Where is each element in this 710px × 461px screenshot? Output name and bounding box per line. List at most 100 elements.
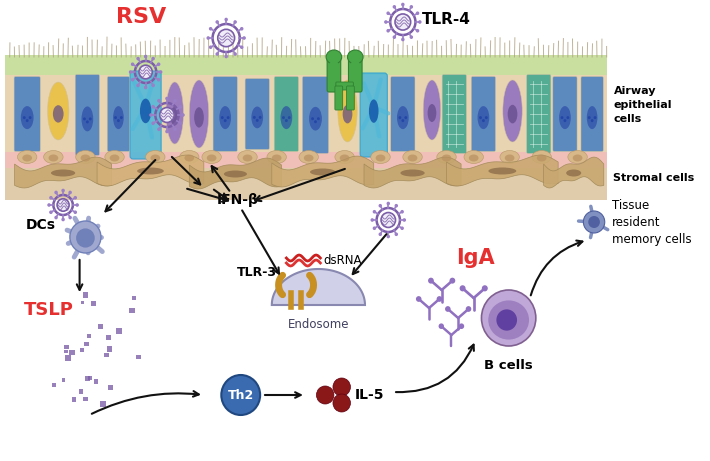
- Ellipse shape: [202, 150, 222, 164]
- Text: dsRNA: dsRNA: [323, 254, 361, 266]
- Circle shape: [384, 20, 388, 24]
- Ellipse shape: [48, 82, 69, 140]
- Circle shape: [240, 46, 244, 49]
- Circle shape: [485, 116, 488, 119]
- FancyBboxPatch shape: [107, 77, 130, 152]
- Circle shape: [439, 324, 444, 329]
- FancyBboxPatch shape: [14, 77, 40, 152]
- Polygon shape: [97, 155, 204, 186]
- Ellipse shape: [51, 170, 75, 177]
- Circle shape: [395, 14, 410, 30]
- Ellipse shape: [310, 169, 336, 176]
- Ellipse shape: [224, 171, 247, 177]
- Circle shape: [371, 218, 374, 222]
- Ellipse shape: [586, 106, 598, 129]
- Circle shape: [381, 213, 395, 227]
- Ellipse shape: [267, 150, 286, 164]
- Ellipse shape: [340, 154, 349, 161]
- Circle shape: [567, 116, 569, 119]
- FancyBboxPatch shape: [62, 378, 65, 382]
- Circle shape: [400, 210, 404, 213]
- Circle shape: [401, 119, 404, 122]
- Circle shape: [209, 27, 212, 30]
- Ellipse shape: [397, 106, 409, 129]
- Polygon shape: [15, 157, 111, 188]
- Circle shape: [139, 65, 152, 79]
- Circle shape: [393, 35, 396, 39]
- Circle shape: [401, 3, 405, 6]
- Circle shape: [285, 119, 288, 122]
- Polygon shape: [272, 156, 373, 187]
- Circle shape: [131, 78, 134, 82]
- Ellipse shape: [427, 104, 437, 122]
- Ellipse shape: [194, 107, 204, 128]
- Circle shape: [215, 20, 219, 24]
- Circle shape: [393, 5, 396, 9]
- Ellipse shape: [304, 154, 314, 161]
- Ellipse shape: [400, 170, 425, 177]
- Circle shape: [157, 62, 160, 66]
- Ellipse shape: [335, 150, 354, 164]
- Ellipse shape: [185, 154, 194, 161]
- FancyBboxPatch shape: [100, 402, 106, 407]
- Circle shape: [240, 27, 244, 30]
- Circle shape: [386, 12, 390, 15]
- Ellipse shape: [408, 154, 417, 161]
- Text: Stromal cells: Stromal cells: [613, 173, 695, 183]
- Circle shape: [416, 12, 420, 15]
- Ellipse shape: [532, 150, 552, 164]
- Ellipse shape: [299, 150, 318, 164]
- Circle shape: [386, 202, 390, 205]
- Circle shape: [224, 55, 228, 58]
- Circle shape: [459, 285, 466, 291]
- Circle shape: [400, 226, 404, 230]
- Ellipse shape: [505, 154, 515, 161]
- Circle shape: [129, 70, 132, 74]
- FancyBboxPatch shape: [108, 385, 113, 390]
- Ellipse shape: [280, 106, 293, 129]
- Ellipse shape: [351, 61, 360, 69]
- FancyBboxPatch shape: [94, 379, 98, 384]
- Circle shape: [466, 306, 471, 312]
- Ellipse shape: [80, 154, 90, 161]
- Text: Tissue
resident
memory cells: Tissue resident memory cells: [611, 199, 691, 246]
- Circle shape: [157, 128, 160, 131]
- Ellipse shape: [537, 154, 547, 161]
- Ellipse shape: [503, 80, 523, 142]
- Circle shape: [564, 119, 567, 122]
- Ellipse shape: [437, 150, 457, 164]
- Circle shape: [588, 116, 591, 119]
- Ellipse shape: [251, 106, 263, 128]
- Circle shape: [479, 116, 482, 119]
- Circle shape: [282, 116, 285, 119]
- Circle shape: [74, 196, 77, 200]
- FancyBboxPatch shape: [79, 389, 83, 394]
- FancyBboxPatch shape: [116, 328, 121, 334]
- Circle shape: [437, 296, 442, 302]
- Circle shape: [159, 70, 163, 74]
- Ellipse shape: [338, 80, 357, 142]
- Ellipse shape: [243, 154, 252, 161]
- FancyBboxPatch shape: [136, 355, 141, 359]
- Circle shape: [173, 128, 177, 131]
- Circle shape: [49, 211, 53, 214]
- Ellipse shape: [403, 150, 422, 164]
- Circle shape: [416, 29, 420, 33]
- Ellipse shape: [151, 154, 160, 161]
- FancyBboxPatch shape: [5, 168, 606, 200]
- Circle shape: [561, 116, 564, 119]
- Circle shape: [48, 203, 51, 207]
- Circle shape: [151, 121, 155, 125]
- Circle shape: [89, 118, 92, 120]
- Text: Endosome: Endosome: [288, 318, 349, 331]
- Circle shape: [218, 30, 234, 47]
- Circle shape: [120, 116, 123, 119]
- Polygon shape: [364, 157, 461, 188]
- Circle shape: [288, 116, 290, 119]
- Circle shape: [224, 18, 228, 21]
- Circle shape: [403, 218, 406, 222]
- Circle shape: [401, 38, 405, 41]
- FancyBboxPatch shape: [81, 301, 84, 304]
- FancyBboxPatch shape: [107, 346, 112, 352]
- Circle shape: [589, 216, 600, 228]
